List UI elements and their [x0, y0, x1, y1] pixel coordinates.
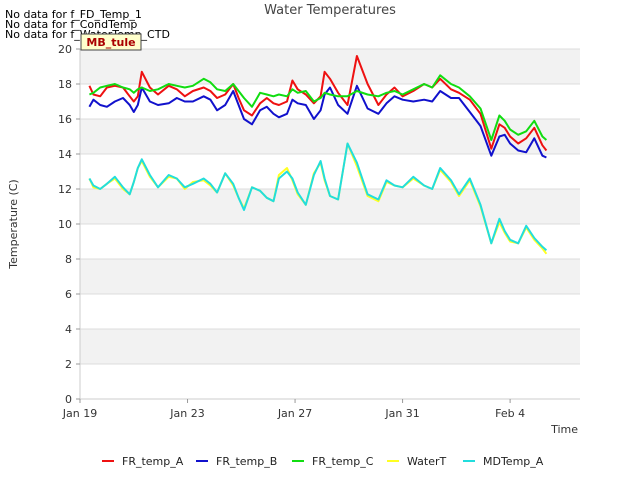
x-axis-label: Time — [550, 423, 578, 436]
site-label: MB_tule — [86, 36, 135, 49]
y-tick-label: 4 — [65, 323, 72, 336]
x-tick-label: Jan 19 — [62, 407, 97, 420]
x-tick-label: Jan 31 — [384, 407, 419, 420]
site-label-box — [80, 33, 142, 51]
y-tick-label: 12 — [58, 183, 72, 196]
y-tick-label: 16 — [58, 113, 72, 126]
no-data-message-2: No data for f_CondTemp — [5, 18, 138, 31]
series-line-FR_temp_C — [89, 74, 548, 141]
chart-title: Water Temperatures — [264, 3, 396, 18]
grid-band — [80, 329, 580, 364]
legend-label-FR_temp_B: FR_temp_B — [216, 455, 277, 468]
legend-label-WaterT: WaterT — [407, 455, 447, 468]
series-line-FR_temp_B — [88, 84, 547, 159]
x-tick-label: Feb 4 — [495, 407, 525, 420]
legend-label-MDTemp_A: MDTemp_A — [483, 455, 544, 468]
y-tick-label: 6 — [65, 288, 72, 301]
legend-label-FR_temp_A: FR_temp_A — [122, 455, 184, 468]
x-tick-label: Jan 23 — [169, 407, 204, 420]
legend-label-FR_temp_C: FR_temp_C — [312, 455, 374, 468]
y-tick-label: 10 — [58, 218, 72, 231]
y-axis-label: Temperature (C) — [7, 179, 20, 269]
y-tick-label: 14 — [58, 148, 72, 161]
no-data-message-1: No data for f_FD_Temp_1 — [5, 8, 142, 21]
series-line-MDTemp_A — [88, 142, 548, 252]
y-tick-label: 2 — [65, 358, 72, 371]
y-tick-label: 8 — [65, 253, 72, 266]
x-tick-label: Jan 27 — [277, 407, 312, 420]
grid-band — [80, 259, 580, 294]
y-tick-label: 20 — [58, 43, 72, 56]
y-tick-label: 0 — [65, 393, 72, 406]
series-line-FR_temp_A — [88, 55, 548, 152]
y-tick-label: 18 — [58, 78, 72, 91]
